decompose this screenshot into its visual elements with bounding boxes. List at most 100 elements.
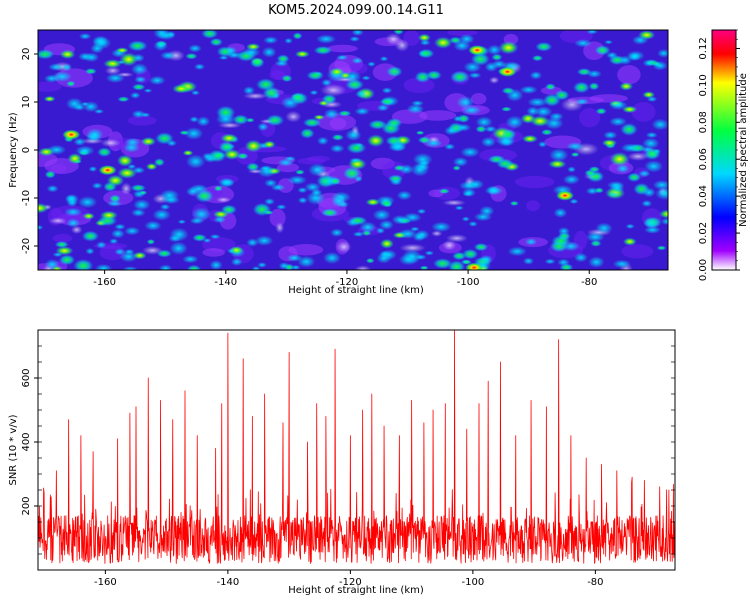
heatmap-texture-blob [95,263,113,270]
heatmap-texture-blob [379,56,389,62]
heatmap-texture-blob [609,117,627,127]
heatmap-texture-blob [263,140,276,149]
heatmap-texture-blob [659,209,668,219]
heatmap-texture-blob [468,72,482,79]
heatmap-texture-blob [111,229,125,239]
heatmap-texture-blob [255,235,274,246]
heatmap-texture-blob [657,49,668,58]
heatmap-texture-patch [445,234,468,243]
heatmap-texture-blob [184,127,204,140]
heatmap-texture-blob [119,250,138,263]
heatmap-texture-blob [246,162,260,172]
heatmap-texture-blob [433,258,453,269]
heatmap-texture-blob [573,81,590,94]
heatmap-texture-patch [617,65,641,85]
heatmap-texture-blob [644,160,664,173]
snr-x-axis: -160 -140 -120 -100 -80 [94,570,604,588]
heatmap-texture-blob [262,86,281,100]
heatmap-texture-blob [610,183,625,193]
snr-y-tick-label: 400 [21,432,32,451]
heatmap-x-axis: -160 -140 -120 -100 -80 [93,270,597,288]
heatmap-texture-blob [462,259,472,265]
heatmap-texture-blob [227,248,237,254]
heatmap-texture-patch [100,138,121,148]
snr-x-tick-label: -160 [94,577,117,588]
heatmap-texture-blob [329,177,341,185]
heatmap-texture-blob [155,132,174,145]
heatmap-texture-blob [389,178,403,186]
heatmap-texture-blob [468,221,478,227]
heatmap-texture-blob [159,264,173,270]
heatmap-texture-patch [579,108,601,128]
heatmap-texture-blob [549,148,569,162]
heatmap-texture-blob [106,174,125,187]
heatmap-texture-blob [574,252,588,263]
heatmap-texture-blob [264,198,275,205]
heatmap-texture-blob [251,266,261,270]
heatmap-texture-blob [595,107,607,115]
heatmap-texture-patch [127,115,157,126]
heatmap-texture-blob [130,92,141,99]
heatmap-texture-blob [232,114,249,125]
heatmap-texture-blob [444,143,456,150]
heatmap-texture-blob [426,70,442,80]
heatmap-texture-blob [46,184,59,193]
heatmap-texture-blob [545,83,556,91]
heatmap-texture-blob [109,238,119,245]
heatmap-texture-blob [66,80,76,87]
heatmap-texture-blob [263,210,274,215]
heatmap-texture-blob [323,252,341,264]
heatmap-texture-blob [131,208,146,217]
heatmap-texture-blob [554,89,570,101]
snr-y-tick-label: 600 [21,368,32,387]
heatmap-texture-blob [286,254,303,262]
heatmap-texture-blob [415,130,425,135]
heatmap-texture-blob [372,209,391,221]
heatmap-texture-blob [320,208,339,217]
heatmap-texture-blob [212,210,229,219]
heatmap-texture-blob [453,40,471,52]
heatmap-texture-blob [294,50,310,58]
heatmap-texture-blob [606,51,618,59]
snr-series-line [38,330,675,564]
heatmap-y-tick-label: -20 [21,238,32,254]
heatmap-texture-blob [604,40,613,45]
heatmap-texture-blob [620,143,640,153]
heatmap-texture-blob [345,79,364,91]
heatmap-texture-blob [143,88,153,93]
heatmap-texture-blob [479,205,495,217]
heatmap-texture-blob [82,101,100,113]
heatmap-texture-patch [120,182,132,195]
heatmap-texture-blob [44,74,60,83]
heatmap-texture-blob [185,186,200,197]
heatmap-texture-blob [396,190,412,201]
colorbar-tick-label: 0.08 [698,111,709,133]
heatmap-texture-blob [82,212,95,220]
heatmap-texture-blob [133,199,151,211]
heatmap-texture-blob [330,144,345,153]
heatmap-texture-blob [185,154,206,169]
heatmap-texture-blob [660,217,668,225]
heatmap-texture-blob [246,238,259,247]
heatmap-texture-blob [331,134,344,141]
heatmap-y-tick-label: -10 [21,190,32,206]
heatmap-texture-patch [202,248,225,257]
heatmap-x-tick-label: -140 [214,277,237,288]
heatmap-texture-blob [355,89,369,99]
colorbar-gradient [711,29,737,271]
heatmap-texture-patch [627,152,649,161]
heatmap-texture-blob [220,133,238,143]
heatmap-texture-blob [297,197,308,204]
heatmap-texture-patch [442,239,457,251]
heatmap-texture-blob [148,75,166,85]
heatmap-texture-blob [243,86,255,95]
heatmap-texture-blob [194,189,214,203]
heatmap-texture-blob [585,232,605,242]
heatmap-texture-blob [261,46,277,58]
heatmap-texture-blob [588,82,600,91]
heatmap-texture-blob [302,118,322,128]
heatmap-texture-patch [526,200,540,212]
heatmap-texture-blob [586,69,602,78]
heatmap-y-axis: -20 -10 0 10 20 [21,48,38,254]
heatmap-x-tick-label: -160 [93,277,116,288]
